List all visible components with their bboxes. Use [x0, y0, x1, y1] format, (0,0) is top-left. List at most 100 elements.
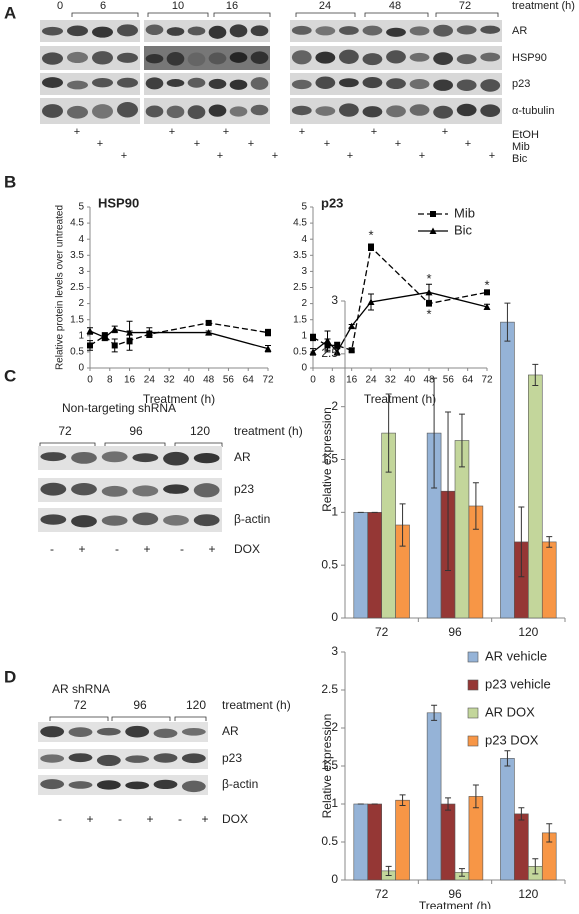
marker: [205, 319, 212, 326]
blot-band: [193, 514, 220, 527]
blot-band: [250, 104, 269, 116]
legend-label: Mib: [454, 205, 475, 220]
blot-strip: [38, 478, 222, 502]
x-tick-label: 24: [144, 375, 156, 386]
x-tick-label: 0: [310, 375, 316, 386]
blot-band: [145, 54, 164, 64]
blot-band: [187, 26, 206, 36]
annotation: *: [426, 271, 431, 286]
treatment-label: treatment (h): [234, 424, 303, 438]
blot-band: [166, 52, 185, 66]
blot-band: [145, 24, 164, 36]
blot-band: [181, 780, 206, 793]
blot-band: [67, 25, 88, 37]
bracket: [49, 716, 109, 721]
blot-band: [181, 728, 206, 736]
blot-band: [67, 80, 88, 90]
y-tick-label: 1: [301, 330, 307, 341]
blot-band: [153, 779, 178, 790]
x-tick-label: 24: [365, 375, 377, 386]
y-tick-label: 1: [331, 505, 338, 519]
y-tick-label: 2: [301, 298, 307, 309]
plus-sign: +: [121, 150, 127, 162]
y-tick-label: 1.5: [70, 314, 84, 325]
row-label: β-actin: [234, 512, 270, 526]
time-label: 6: [100, 0, 106, 12]
row-label: p23: [222, 751, 242, 765]
x-tick-label: 32: [164, 375, 176, 386]
blot-band: [166, 105, 185, 119]
blot-band: [96, 780, 121, 790]
blot-band: [362, 106, 383, 118]
x-tick-label: 16: [346, 375, 358, 386]
bracket: [111, 716, 171, 721]
y-tick-label: 1.5: [321, 758, 338, 772]
blot-band: [315, 26, 336, 36]
row-label: p23: [512, 78, 530, 90]
legend-swatch: [467, 651, 479, 663]
y-axis-label: Relative expression: [320, 407, 334, 512]
error-bar: [431, 704, 438, 721]
blot-band: [40, 452, 67, 462]
y-tick-label: 2: [78, 298, 84, 309]
bracket: [364, 12, 429, 17]
blot-band: [92, 51, 113, 65]
blot-title: Non-targeting shRNA: [62, 401, 176, 415]
y-tick-label: 3: [331, 644, 338, 658]
blot-band: [433, 52, 454, 65]
marker: [126, 329, 134, 336]
row-label: AR: [512, 25, 527, 37]
plus-sign: +: [146, 812, 153, 826]
blot-band: [208, 78, 227, 89]
blot-band: [125, 781, 150, 790]
blot-band: [96, 754, 121, 766]
plus-sign: +: [442, 126, 448, 138]
time-label: 96: [129, 424, 143, 438]
plus-sign: +: [143, 542, 150, 556]
bracket: [71, 12, 139, 17]
blot-band: [362, 53, 383, 66]
bar: [367, 512, 382, 619]
blot-band: [187, 77, 206, 88]
plus-sign: +: [194, 138, 200, 150]
row-label: AR: [234, 450, 251, 464]
series-line: [312, 245, 488, 352]
x-tick-label: 56: [443, 375, 455, 386]
error-bar: [399, 794, 406, 807]
blot-strip: [144, 46, 270, 70]
blot-band: [362, 77, 383, 89]
blot-band: [208, 52, 227, 65]
marker: [324, 337, 331, 344]
bar: [500, 758, 515, 881]
minus-sign: -: [50, 542, 54, 556]
blot-band: [229, 79, 248, 90]
error-bar: [504, 302, 511, 342]
minus-sign: -: [58, 812, 62, 826]
blot-band: [96, 727, 121, 736]
blot-band: [163, 484, 189, 494]
blot-band: [250, 77, 269, 90]
blot-band: [68, 753, 93, 763]
blot-band: [92, 104, 113, 119]
marker: [111, 325, 119, 333]
blot-band: [132, 453, 159, 463]
y-tick-label: 0.5: [293, 347, 307, 358]
marker: [425, 288, 433, 296]
blot-band: [125, 755, 150, 763]
error-bar: [518, 807, 525, 821]
x-tick-label: 96: [448, 625, 462, 639]
y-tick-label: 2.5: [321, 346, 338, 360]
blot-band: [433, 105, 454, 119]
blot-strip: [40, 20, 140, 42]
x-tick-label: 72: [262, 375, 274, 386]
y-tick-label: 5: [78, 202, 84, 213]
y-tick-label: 1.5: [293, 314, 307, 325]
plus-sign: +: [299, 126, 305, 138]
panel-label: A: [4, 3, 16, 22]
blot-band: [480, 52, 501, 62]
time-label: 72: [459, 0, 471, 12]
bar: [426, 712, 442, 881]
blot-band: [40, 482, 67, 496]
error-bar: [532, 858, 539, 875]
error-bar: [504, 750, 511, 767]
